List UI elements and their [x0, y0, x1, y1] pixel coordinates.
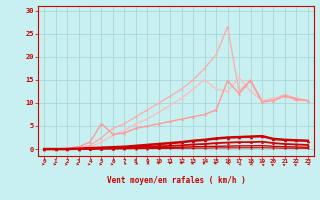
X-axis label: Vent moyen/en rafales ( km/h ): Vent moyen/en rafales ( km/h ) [107, 176, 245, 185]
